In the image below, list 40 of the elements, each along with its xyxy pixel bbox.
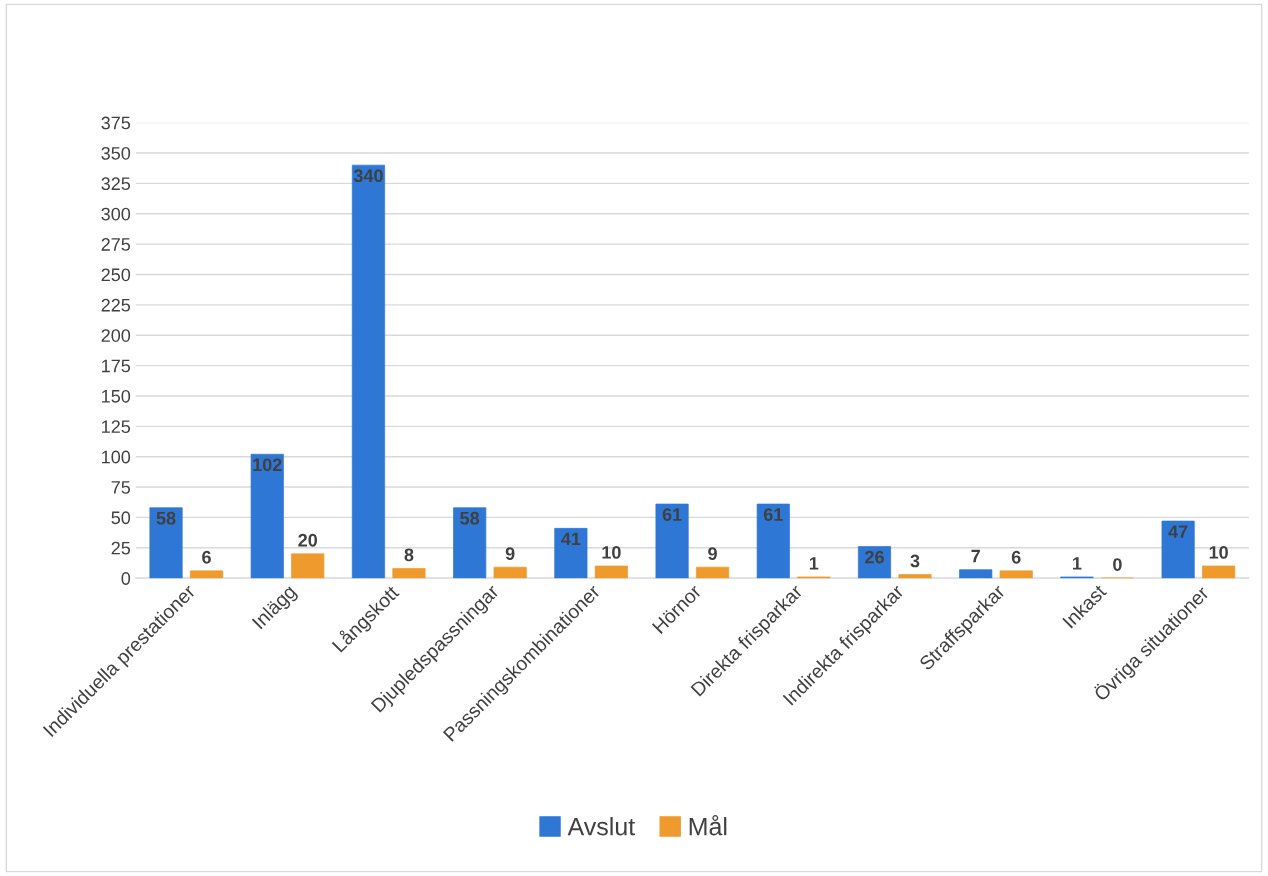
data-label: 1 bbox=[1073, 557, 1082, 570]
data-label: 9 bbox=[708, 547, 717, 561]
y-tick-label: 200 bbox=[101, 329, 131, 342]
y-tick-label: 225 bbox=[101, 298, 131, 312]
y-tick-label: 75 bbox=[111, 481, 131, 494]
y-tick-label: 50 bbox=[111, 511, 131, 525]
data-label: 6 bbox=[202, 550, 211, 564]
data-label: 61 bbox=[662, 508, 682, 521]
y-tick-label: 125 bbox=[102, 420, 131, 434]
y-tick-label: 150 bbox=[102, 389, 131, 403]
data-label: 9 bbox=[505, 547, 515, 561]
y-tick-label: 175 bbox=[102, 359, 131, 373]
data-label: 47 bbox=[1168, 525, 1188, 538]
data-label: 20 bbox=[298, 533, 318, 547]
y-tick-label: 375 bbox=[101, 116, 131, 130]
data-label: 102 bbox=[253, 458, 282, 472]
data-label: 3 bbox=[910, 554, 920, 568]
legend-label: Mål bbox=[689, 815, 727, 836]
y-tick-label: 275 bbox=[101, 238, 131, 251]
y-tick-label: 0 bbox=[121, 572, 131, 585]
legend-label: Avslut bbox=[567, 817, 635, 836]
y-tick-label: 250 bbox=[101, 268, 131, 282]
data-label: 7 bbox=[971, 549, 980, 563]
data-label: 41 bbox=[561, 532, 581, 546]
y-tick-label: 25 bbox=[111, 541, 131, 555]
data-label: 10 bbox=[1209, 546, 1228, 559]
data-label: 10 bbox=[602, 546, 621, 559]
data-label: 0 bbox=[1113, 558, 1122, 571]
y-tick-label: 100 bbox=[102, 450, 131, 464]
data-label: 8 bbox=[404, 548, 414, 562]
data-label: 340 bbox=[353, 169, 383, 183]
data-label: 58 bbox=[156, 511, 176, 525]
data-label: 61 bbox=[763, 508, 783, 521]
y-tick-label: 325 bbox=[101, 177, 131, 191]
data-label: 6 bbox=[1011, 550, 1021, 564]
y-tick-label: 350 bbox=[101, 146, 131, 160]
data-label: 1 bbox=[809, 557, 819, 570]
data-label: 58 bbox=[460, 511, 480, 525]
data-label: 26 bbox=[865, 550, 884, 564]
y-tick-label: 300 bbox=[101, 207, 131, 221]
